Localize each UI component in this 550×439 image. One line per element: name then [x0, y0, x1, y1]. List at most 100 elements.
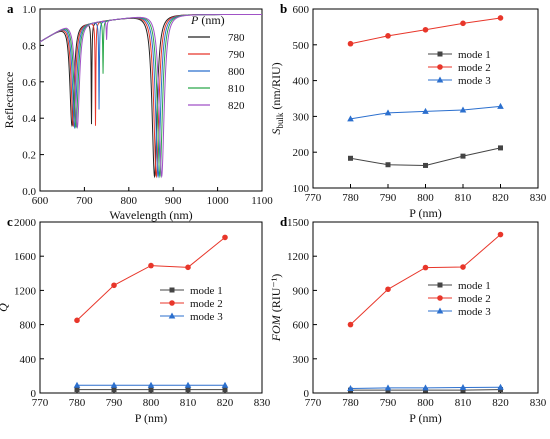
legend-title-unit: (nm): [198, 13, 224, 27]
data-point-marker: [459, 106, 467, 113]
data-point-marker: [437, 51, 443, 57]
data-point-marker: [111, 282, 117, 289]
x-tick-label: 1000: [207, 195, 230, 207]
data-point-marker: [436, 76, 444, 83]
legend-title-symbol: P: [190, 13, 199, 27]
legend-label: 780: [228, 32, 245, 44]
y-tick-label: 0.4: [22, 113, 36, 125]
y-tick-label: 400: [293, 76, 310, 88]
y-tick-label: 0.0: [22, 186, 36, 198]
data-point-marker: [74, 387, 80, 393]
y-axis-label-unit: (RIU⁻¹): [269, 274, 283, 316]
data-point-marker: [169, 300, 175, 306]
x-axis-label: P (nm): [409, 411, 442, 425]
y-tick-label: 0: [31, 388, 37, 400]
data-point-marker: [169, 287, 175, 293]
x-tick-label: 790: [106, 397, 123, 409]
data-point-marker: [497, 15, 504, 21]
data-point-marker: [460, 264, 466, 270]
legend-title: P (nm): [190, 13, 225, 27]
series-line-mode-1: [350, 147, 501, 166]
legend-label: mode 1: [190, 285, 223, 297]
y-tick-label: 300: [293, 354, 310, 366]
legend-label: mode 3: [458, 75, 491, 87]
y-tick-label: 0: [304, 388, 310, 400]
data-point-marker: [168, 312, 176, 319]
legend-label: 810: [228, 83, 245, 95]
y-tick-label: 1200: [287, 251, 310, 263]
x-tick-label: 830: [530, 397, 547, 409]
x-tick-label: 820: [217, 397, 234, 409]
data-point-marker: [148, 387, 154, 393]
legend-label: mode 2: [458, 293, 491, 305]
plot-frame-b: [312, 8, 539, 189]
y-axis-label-symbol: FOM: [269, 314, 283, 342]
x-tick-label: 820: [492, 397, 509, 409]
legend-label: mode 3: [190, 311, 223, 323]
data-point-marker: [74, 317, 80, 324]
x-tick-label: 820: [492, 192, 509, 204]
y-tick-label: 600: [293, 320, 310, 332]
data-point-marker: [460, 153, 466, 159]
x-tick-label: 770: [32, 397, 49, 409]
y-tick-label: 1.0: [22, 4, 36, 16]
data-point-marker: [497, 102, 504, 109]
y-tick-label: 1200: [14, 285, 37, 297]
x-tick-label: 810: [455, 397, 472, 409]
x-tick-label: 900: [165, 195, 182, 207]
data-point-marker: [347, 115, 354, 122]
data-point-marker: [497, 383, 504, 390]
y-tick-label: 200: [293, 147, 310, 159]
legend-label: mode 1: [458, 280, 491, 292]
y-axis-label: Q: [0, 303, 10, 312]
panel-letter: a: [7, 1, 14, 16]
x-tick-label: 600: [32, 195, 49, 207]
data-point-marker: [184, 381, 192, 388]
panel-letter: d: [280, 214, 288, 229]
data-point-marker: [148, 262, 154, 269]
x-axis-label: Wavelength (nm): [109, 208, 192, 222]
x-tick-label: 780: [69, 397, 86, 409]
x-tick-label: 830: [254, 397, 271, 409]
y-tick-label: 100: [293, 183, 310, 195]
y-axis-label: Reflectance: [2, 72, 16, 129]
legend-label: 800: [228, 66, 245, 78]
data-point-marker: [348, 155, 353, 161]
x-tick-label: 780: [342, 397, 359, 409]
y-tick-label: 2000: [14, 217, 37, 229]
data-point-marker: [422, 264, 429, 271]
y-tick-label: 600: [293, 4, 310, 16]
x-tick-label: 800: [143, 397, 160, 409]
data-point-marker: [437, 64, 443, 70]
data-point-marker: [498, 145, 503, 151]
data-point-marker: [384, 109, 392, 116]
data-point-marker: [385, 33, 391, 39]
y-tick-label: 300: [293, 111, 310, 123]
data-point-marker: [222, 387, 228, 393]
legend-label: 790: [228, 49, 245, 61]
y-tick-label: 0.8: [22, 40, 36, 52]
y-tick-label: 400: [20, 354, 37, 366]
data-point-marker: [185, 264, 191, 271]
data-point-marker: [385, 162, 391, 168]
legend-label: mode 1: [458, 49, 491, 61]
plot-frame-c: [39, 221, 263, 394]
data-point-marker: [347, 321, 354, 328]
x-tick-label: 770: [305, 397, 322, 409]
data-point-marker: [459, 384, 467, 391]
panel-letter: b: [280, 1, 287, 16]
x-tick-label: 780: [342, 192, 359, 204]
y-axis-label-symbol: S: [269, 129, 283, 135]
spectrum-line-820: [40, 13, 262, 179]
x-axis-label: P (nm): [135, 411, 168, 425]
plot-frame-d: [312, 221, 539, 394]
data-point-marker: [460, 387, 466, 393]
y-tick-label: 1500: [287, 217, 310, 229]
data-point-marker: [497, 231, 504, 238]
data-point-marker: [147, 381, 155, 388]
legend-label: mode 3: [458, 306, 491, 318]
data-point-marker: [221, 381, 229, 388]
data-point-marker: [422, 107, 429, 114]
x-axis-label: P (nm): [409, 206, 442, 220]
data-point-marker: [73, 381, 81, 388]
